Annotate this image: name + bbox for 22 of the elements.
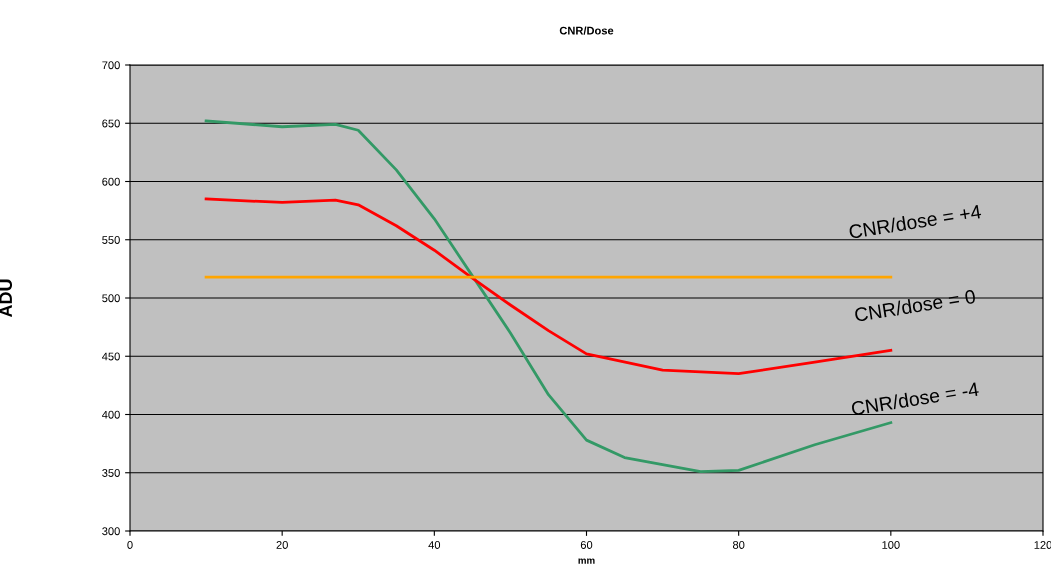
x-tick-label: 100: [882, 541, 900, 549]
y-tick-label: 350: [102, 469, 120, 477]
y-tick-label: 450: [102, 352, 120, 361]
x-tick-label: 40: [428, 541, 441, 549]
y-tick-label: 600: [102, 177, 120, 186]
y-tick-label: 550: [102, 236, 120, 244]
chart-title: CNR/Dose: [559, 26, 614, 35]
y-tick-label: 650: [102, 119, 120, 128]
x-tick-label: 20: [276, 541, 288, 549]
x-tick-label: 120: [1034, 541, 1051, 549]
annotation: CNR/dose = +4: [848, 204, 982, 239]
y-tick-label: 500: [102, 294, 120, 303]
x-tick-label: 60: [580, 541, 593, 549]
y-tick-label: 700: [102, 61, 120, 70]
x-axis-title: mm: [578, 558, 595, 564]
annotation: CNR/dose = 0: [854, 288, 976, 322]
y-axis-title: ADU: [0, 279, 13, 318]
y-tick-label: 400: [102, 410, 120, 419]
annotation: CNR/dose = -4: [850, 381, 980, 416]
x-tick-label: 0: [127, 541, 133, 549]
x-tick-label: 80: [732, 541, 745, 549]
y-tick-label: 300: [102, 527, 120, 536]
